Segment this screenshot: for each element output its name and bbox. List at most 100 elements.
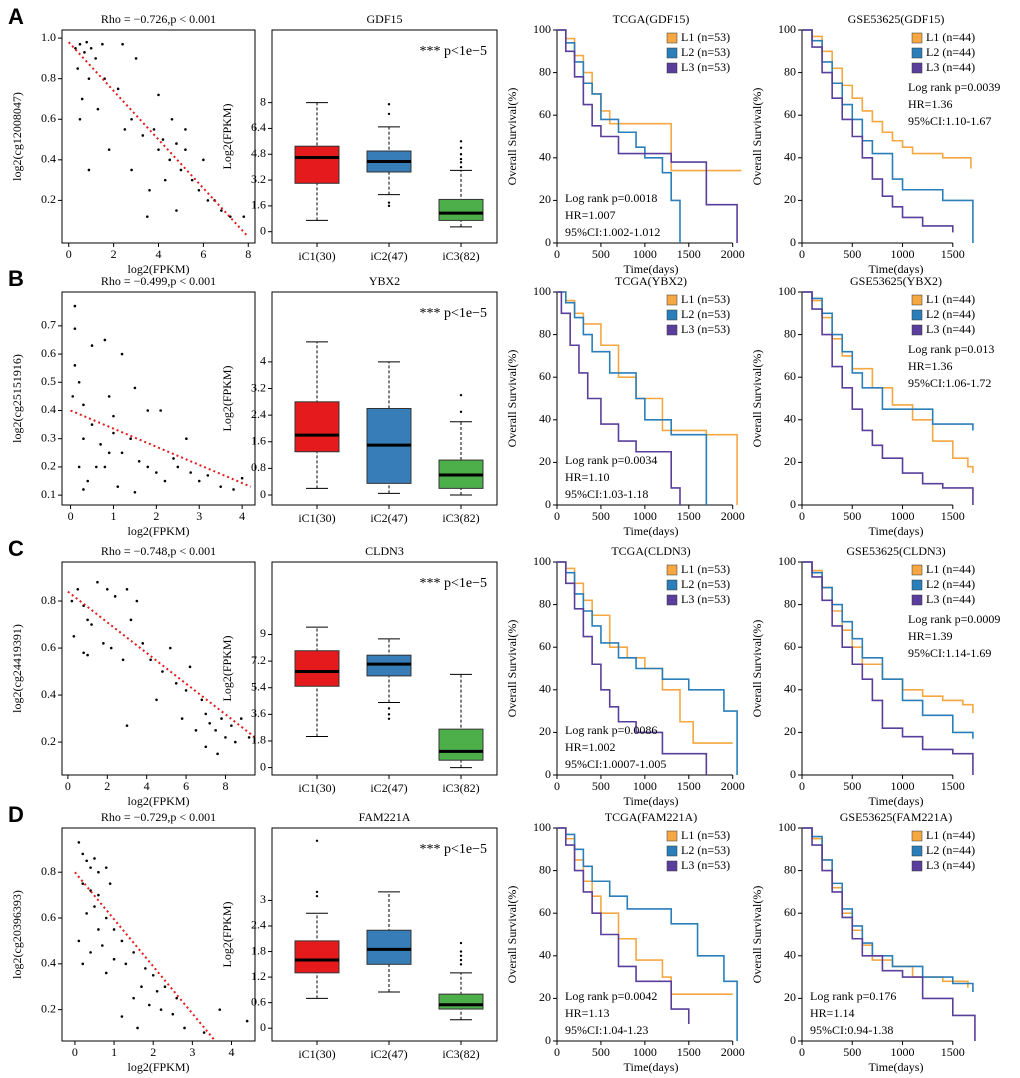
outlier <box>387 112 391 116</box>
point <box>107 148 111 151</box>
outlier <box>459 165 463 169</box>
point <box>71 395 75 398</box>
point <box>73 304 77 308</box>
legend-swatch <box>911 830 923 842</box>
y-axis-label: Overall Survival(%) <box>750 88 764 186</box>
y-axis-label: log2(cg12008047) <box>10 92 24 181</box>
y-tick-label: 60 <box>539 905 551 919</box>
point <box>107 451 111 455</box>
point <box>145 215 149 218</box>
point <box>101 944 104 947</box>
x-tick-label: 500 <box>592 779 610 793</box>
survival-curve <box>557 291 738 505</box>
x-tick-label: 1500 <box>941 509 965 523</box>
y-tick-label: 0.6 <box>251 994 266 1008</box>
point <box>86 479 90 483</box>
legend-swatch <box>911 860 923 872</box>
point <box>108 882 112 885</box>
point <box>81 852 85 856</box>
stat-annotation: HR=1.10 <box>565 470 609 484</box>
point <box>159 1008 163 1011</box>
point <box>132 996 135 1000</box>
y-tick-label: 80 <box>539 862 551 876</box>
point <box>95 465 98 469</box>
y-tick-label: 0.2 <box>41 459 56 473</box>
y-tick-label: 60 <box>784 369 796 383</box>
stat-annotation: Log rank p=0.0034 <box>565 453 657 467</box>
y-tick-label: 0 <box>260 759 266 773</box>
y-tick-label: 0 <box>545 235 551 249</box>
chart-panel: TCGA(CLDN3) Overall Survival(%) Time(days)… <box>505 544 745 808</box>
point <box>90 623 93 626</box>
box <box>438 728 484 761</box>
chart-title: FAM221A <box>359 810 411 824</box>
legend-swatch <box>666 47 678 59</box>
point <box>189 471 192 474</box>
plot-frame <box>61 827 256 1042</box>
point <box>112 414 115 418</box>
point <box>183 1026 186 1030</box>
x-tick-label: 8 <box>245 247 251 261</box>
outlier <box>387 707 391 710</box>
legend-swatch <box>666 860 678 872</box>
point <box>146 465 150 469</box>
y-tick-label: 8 <box>260 94 266 108</box>
chart-title: Rho = −0.748,p < 0.001 <box>101 544 216 558</box>
legend-label: L1 (n=53) <box>681 828 730 842</box>
point <box>120 352 124 356</box>
y-tick-label: 0.8 <box>251 460 266 474</box>
survival-curve <box>557 827 738 1041</box>
x-tick-label: 1500 <box>941 779 965 793</box>
outlier <box>315 839 319 842</box>
legend-label: L2 (n=53) <box>681 843 730 857</box>
y-tick-label: 0.6 <box>41 346 56 360</box>
point <box>247 736 251 739</box>
point <box>179 168 183 172</box>
x-tick-label: iC2(47) <box>370 511 407 525</box>
y-tick-label: 2.4 <box>251 918 266 932</box>
plot-frame <box>271 827 498 1042</box>
y-axis-label: Log2(FPKM) <box>220 365 234 431</box>
x-tick-label: iC3(82) <box>442 781 479 795</box>
y-axis-label: Log2(FPKM) <box>220 103 234 169</box>
x-tick-label: 0 <box>554 1045 560 1059</box>
y-axis-label: Overall Survival(%) <box>505 886 519 984</box>
outlier <box>459 140 463 143</box>
x-tick-label: 500 <box>843 1045 861 1059</box>
point <box>97 928 100 931</box>
y-tick-label: 0 <box>545 1033 551 1047</box>
stat-annotation: HR=1.14 <box>810 1006 854 1020</box>
point <box>123 128 127 131</box>
point <box>157 93 160 97</box>
stat-annotation: Log rank p=0.0086 <box>565 723 657 737</box>
stat-annotation: HR=1.002 <box>565 740 615 754</box>
legend-swatch <box>911 32 923 44</box>
stat-annotation: Log rank p=0.0018 <box>565 191 657 205</box>
point <box>81 882 85 885</box>
point <box>102 642 105 645</box>
point <box>76 67 80 70</box>
y-tick-label: 0 <box>260 223 266 237</box>
y-axis-label: Overall Survival(%) <box>750 350 764 448</box>
x-tick-label: 2000 <box>721 1045 745 1059</box>
x-axis-label: log2(FPKM) <box>127 794 189 808</box>
point <box>140 985 143 989</box>
point <box>77 380 81 384</box>
point <box>135 599 139 603</box>
point <box>120 1015 124 1018</box>
significance-annotation: *** p<1e−5 <box>419 576 487 591</box>
point <box>175 996 179 1000</box>
point <box>97 870 100 874</box>
legend-label: L3 (n=53) <box>681 322 730 336</box>
y-tick-label: 20 <box>539 454 551 468</box>
x-tick-label: iC3(82) <box>442 1047 479 1061</box>
y-axis-label: Log2(FPKM) <box>220 901 234 967</box>
point <box>120 939 124 943</box>
y-tick-label: 60 <box>784 107 796 121</box>
legend-label: L3 (n=44) <box>926 858 975 872</box>
x-axis-label: Time(days) <box>869 1060 924 1074</box>
x-tick-label: 1500 <box>941 247 965 261</box>
y-tick-label: 0.5 <box>41 374 56 388</box>
panel-label: A <box>8 4 24 29</box>
legend-swatch <box>666 324 678 336</box>
